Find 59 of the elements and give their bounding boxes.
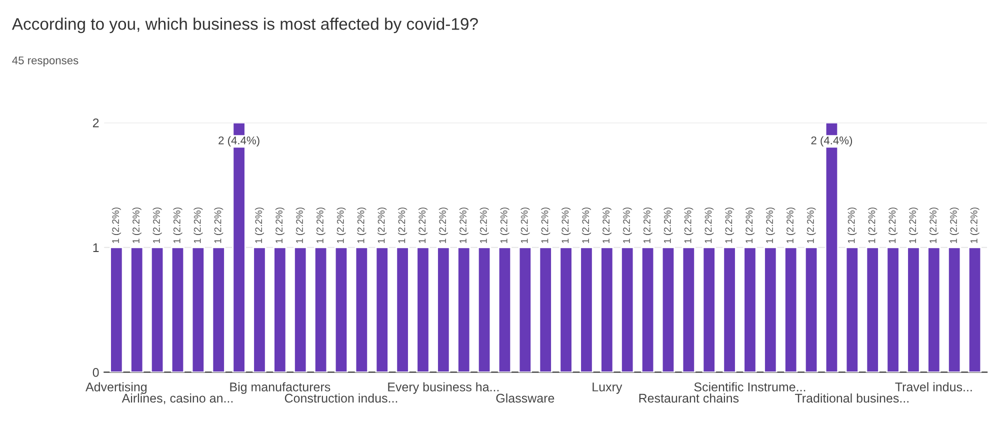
- data-label: 1 (2.2%): [786, 208, 796, 243]
- data-label: 1 (2.2%): [194, 208, 203, 243]
- data-label: 1 (2.2%): [214, 208, 224, 243]
- data-label: 1 (2.2%): [296, 208, 305, 243]
- x-tick-label: Luxry: [592, 382, 622, 394]
- data-label: 1 (2.2%): [254, 208, 264, 243]
- data-label: 1 (2.2%): [500, 208, 510, 243]
- x-tick-label: Glassware: [496, 393, 554, 403]
- y-tick-label: 2: [92, 118, 99, 128]
- data-label: 1 (2.2%): [970, 208, 980, 243]
- x-tick-label: Advertising: [86, 382, 147, 394]
- x-tick-label: Construction indus...: [284, 393, 398, 403]
- data-label: 1 (2.2%): [480, 208, 489, 243]
- chart-subtitle: 45 responses: [12, 56, 78, 67]
- y-tick-label: 0: [92, 368, 99, 377]
- data-label: 1 (2.2%): [664, 208, 673, 243]
- data-label: 1 (2.2%): [950, 208, 959, 243]
- data-label: 1 (2.2%): [418, 208, 428, 243]
- chart-title: According to you, which business is most affected by covid-19?: [12, 18, 478, 34]
- x-tick-label: Travel indus...: [895, 382, 972, 392]
- data-label: 1 (2.2%): [643, 208, 652, 243]
- data-label: 1 (2.2%): [152, 208, 162, 243]
- data-label: 1 (2.2%): [378, 208, 387, 243]
- data-label: 1 (2.2%): [704, 208, 714, 243]
- data-label: 1 (2.2%): [725, 208, 734, 243]
- data-label: 1 (2.2%): [357, 208, 366, 243]
- data-label: 1 (2.2%): [745, 208, 754, 243]
- data-label: 1 (2.2%): [459, 208, 468, 243]
- data-label: 1 (2.2%): [275, 208, 284, 243]
- data-label: 1 (2.2%): [582, 208, 591, 243]
- x-tick-label: Traditional busines...: [795, 393, 908, 403]
- data-label: 1 (2.2%): [622, 208, 632, 243]
- data-label: 1 (2.2%): [766, 208, 775, 243]
- data-label: 1 (2.2%): [173, 208, 182, 243]
- data-label: 1 (2.2%): [336, 208, 346, 243]
- data-label: 1 (2.2%): [888, 208, 898, 243]
- data-label: 1 (2.2%): [520, 208, 530, 243]
- data-label: 1 (2.2%): [438, 208, 448, 243]
- data-label: 1 (2.2%): [868, 208, 878, 243]
- data-label: 1 (2.2%): [132, 208, 142, 243]
- data-label: 1 (2.2%): [684, 208, 694, 243]
- x-tick-label: Scientific Instrume...: [694, 382, 806, 392]
- x-tick-label: Restaurant chains: [639, 393, 739, 403]
- data-label: 1 (2.2%): [562, 208, 571, 243]
- data-label: 2 (4.4%): [811, 136, 852, 147]
- data-label: 1 (2.2%): [541, 208, 550, 243]
- y-tick-label: 1: [93, 243, 99, 252]
- x-tick-label: Big manufacturers: [230, 382, 330, 394]
- data-label: 1 (2.2%): [806, 208, 816, 243]
- data-label: 1 (2.2%): [908, 208, 918, 243]
- data-label: 2 (4.4%): [218, 136, 260, 147]
- data-label: 1 (2.2%): [848, 208, 857, 243]
- data-label: 1 (2.2%): [398, 208, 408, 243]
- data-label: 1 (2.2%): [316, 208, 326, 243]
- data-label: 1 (2.2%): [112, 208, 121, 243]
- data-label: 1 (2.2%): [602, 208, 612, 243]
- x-tick-label: Every business ha...: [388, 382, 499, 394]
- x-tick-label: Airlines, casino an...: [122, 393, 233, 404]
- data-label: 1 (2.2%): [929, 208, 938, 243]
